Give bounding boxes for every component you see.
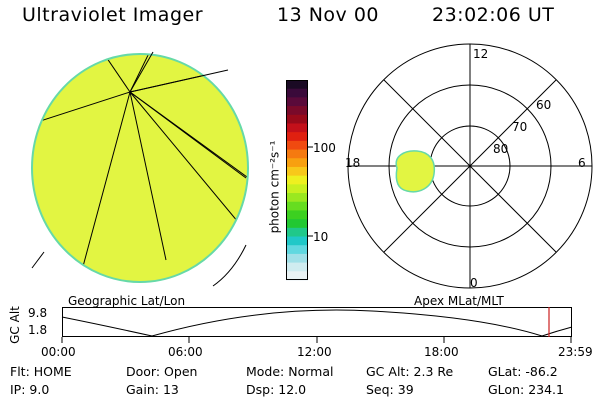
colorbar: [286, 80, 308, 281]
colorbar-segment: [286, 158, 308, 168]
colorbar-segment: [286, 201, 308, 211]
colorbar-segment: [286, 132, 308, 142]
colorbar-tick-10: 10: [313, 230, 329, 244]
info-glat: GLat: -86.2: [488, 364, 558, 379]
colorbar-segment: [286, 219, 308, 229]
timeline-x-0600: 06:00: [168, 345, 203, 359]
info-gc-alt: GC Alt: 2.3 Re: [366, 364, 454, 379]
colorbar-segment: [286, 210, 308, 220]
colorbar-segment: [286, 262, 308, 272]
uv-disk: [31, 53, 249, 283]
date-label: 13 Nov 00: [277, 4, 380, 26]
colorbar-segment: [286, 166, 308, 177]
colorbar-segment: [286, 114, 308, 124]
mlt-label-12: 12: [473, 47, 489, 61]
polar-plot: [347, 43, 593, 289]
time-label: 23:02:06 UT: [432, 4, 555, 26]
colorbar-segment: [286, 123, 308, 133]
info-dsp: Dsp: 12.0: [246, 382, 307, 397]
timeline-y-top: 9.8: [28, 306, 48, 320]
info-seq: Seq: 39: [366, 382, 414, 397]
colorbar-segment: [286, 271, 308, 281]
timeline-x-1800: 18:00: [424, 345, 459, 359]
mlt-label-0: 0: [470, 276, 478, 290]
info-gain: Gain: 13: [126, 382, 179, 397]
colorbar-segment: [286, 227, 308, 238]
colorbar-ticks: [308, 146, 313, 237]
colorbar-segment: [286, 149, 308, 159]
colorbar-segment: [286, 253, 308, 264]
colorbar-segment: [286, 184, 308, 194]
mlt-label-18: 18: [345, 156, 361, 170]
colorbar-segment: [286, 88, 308, 98]
colorbar-segment: [286, 106, 308, 116]
geographic-caption: Geographic Lat/Lon: [68, 294, 186, 308]
colorbar-segment: [286, 245, 308, 255]
polar-caption: Apex MLat/MLT: [414, 294, 504, 308]
timeline-x-2359: 23:59: [558, 345, 593, 359]
timeline-x-1200: 12:00: [297, 345, 332, 359]
colorbar-segment: [286, 97, 308, 107]
orbit-timeline: [61, 307, 573, 343]
info-mode: Mode: Normal: [246, 364, 334, 379]
timeline-y-bottom: 1.8: [28, 323, 48, 337]
mlt-label-6: 6: [578, 156, 586, 170]
colorbar-segment: [286, 80, 308, 90]
colorbar-segment: [286, 175, 308, 185]
info-ip: IP: 9.0: [10, 382, 50, 397]
timeline-axis-label: GC Alt: [7, 306, 22, 344]
geographic-image: [31, 51, 249, 287]
info-door: Door: Open: [126, 364, 198, 379]
aurora-blob: [395, 150, 436, 193]
lat-label-80: 80: [493, 142, 509, 156]
info-flt: Flt: HOME: [10, 364, 72, 379]
colorbar-axis-label: photon cm⁻²s⁻¹: [267, 140, 282, 234]
colorbar-tick-100: 100: [313, 141, 336, 155]
colorbar-segment: [286, 140, 308, 151]
lat-label-60: 60: [536, 98, 552, 112]
timeline-x-0000: 00:00: [41, 345, 76, 359]
colorbar-segment: [286, 236, 308, 246]
instrument-title: Ultraviolet Imager: [22, 4, 204, 26]
lat-label-70: 70: [512, 120, 528, 134]
colorbar-segment: [286, 193, 308, 203]
info-glon: GLon: 234.1: [488, 382, 564, 397]
